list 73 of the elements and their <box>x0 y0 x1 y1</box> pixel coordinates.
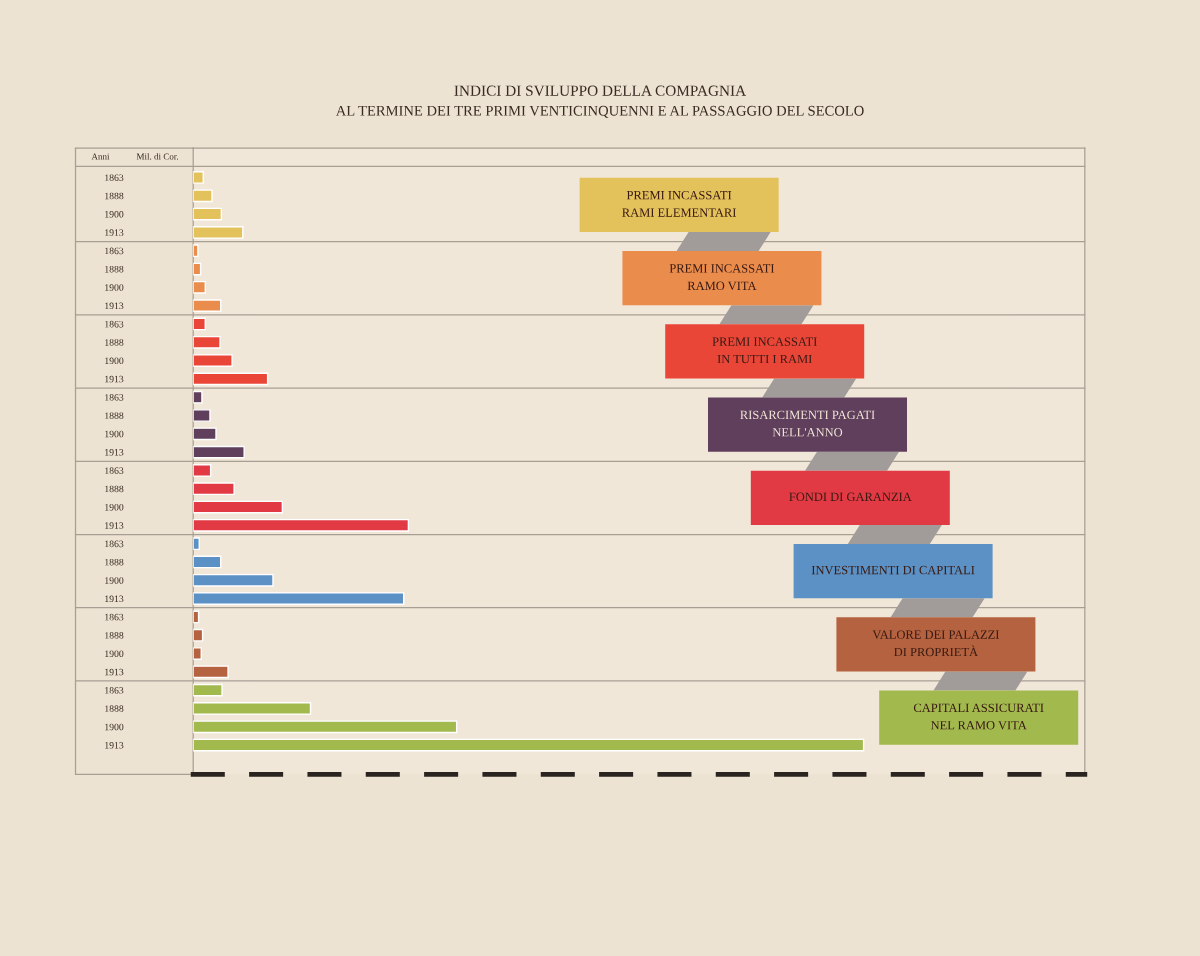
bar <box>193 647 202 660</box>
text: PREMI INCASSATI RAMO VITA <box>669 264 775 291</box>
bar <box>193 537 200 551</box>
text: RISARCIMENTI PAGATI NELL'ANNO <box>740 410 875 437</box>
bar <box>193 500 284 514</box>
y-tick-label: 1913 <box>105 302 124 310</box>
y-tick-label: 1900 <box>105 650 124 657</box>
y-tick-label: 1913 <box>105 229 124 236</box>
bar <box>193 738 865 752</box>
y-tick-label: 1913 <box>105 595 124 603</box>
y-tick-label: 1913 <box>105 522 124 529</box>
y-tick-label: 1900 <box>105 211 124 218</box>
chart-title: INDICI DI SVILUPPO DELLA COMPAGNIA <box>454 85 747 96</box>
y-tick-label: 1900 <box>105 430 124 438</box>
bar <box>193 171 204 184</box>
y-tick-label: 1900 <box>105 723 124 731</box>
chart-subtitle: AL TERMINE DEI TRE PRIMI VENTICINQUENNI E AL PASSAGGIO DEL SECOLO <box>335 105 864 118</box>
y-tick-label: 1888 <box>105 339 124 346</box>
bar <box>193 427 217 441</box>
bar <box>193 189 213 203</box>
y-tick-label: 1913 <box>105 668 124 676</box>
text: FONDI DI GARANZIA <box>789 492 912 502</box>
bar <box>193 702 312 715</box>
y-tick-label: 1913 <box>105 742 124 749</box>
text: VALORE DEI PALAZZI DI PROPRIETÀ <box>872 630 1000 657</box>
bar <box>193 280 206 294</box>
bar <box>193 335 221 349</box>
text: CAPITALI ASSICURATI NEL RAMO VITA <box>913 703 1044 730</box>
bar <box>193 390 203 404</box>
y-tick-label: 1900 <box>105 357 124 365</box>
y-tick-label: 1888 <box>105 265 124 273</box>
y-tick-label: 1888 <box>105 558 124 566</box>
y-tick-label: 1863 <box>105 687 124 694</box>
text: INVESTIMENTI DI CAPITALI <box>811 565 975 575</box>
y-tick-label: 1900 <box>105 503 124 511</box>
bar <box>193 720 458 734</box>
y-tick-label: 1913 <box>105 375 124 383</box>
y-tick-label: 1900 <box>105 284 124 291</box>
y-tick-label: 1863 <box>105 613 124 621</box>
y-tick-label: 1863 <box>105 174 124 181</box>
y-tick-label: 1888 <box>105 485 124 493</box>
y-tick-label: 1900 <box>105 577 124 584</box>
bar <box>193 555 222 569</box>
bar <box>193 299 222 313</box>
y-axis-title: Anni <box>91 153 110 160</box>
bar <box>193 409 211 422</box>
bar <box>193 573 274 587</box>
bar <box>193 207 223 221</box>
bar <box>193 372 269 386</box>
bar <box>193 445 245 459</box>
y-tick-label: 1913 <box>105 449 124 456</box>
y-tick-label: 1863 <box>105 320 124 328</box>
text: PREMI INCASSATI IN TUTTI I RAMI <box>712 337 817 364</box>
bar <box>193 226 244 239</box>
bar <box>193 518 410 532</box>
y-tick-label: 1863 <box>105 540 124 548</box>
text: Mil. di Cor. <box>136 153 179 160</box>
bar <box>193 354 233 367</box>
y-tick-label: 1888 <box>105 192 124 200</box>
y-tick-label: 1888 <box>105 705 124 712</box>
bar <box>193 464 212 477</box>
bar <box>193 244 199 258</box>
y-tick-label: 1888 <box>105 632 124 639</box>
bar <box>193 592 405 605</box>
bar <box>193 628 204 642</box>
bar <box>193 482 235 496</box>
bar <box>193 665 229 679</box>
y-tick-label: 1863 <box>105 247 124 255</box>
y-tick-label: 1863 <box>105 394 124 401</box>
y-tick-label: 1888 <box>105 412 124 419</box>
bar <box>193 683 223 697</box>
text: PREMI INCASSATI RAMI ELEMENTARI <box>622 190 736 217</box>
y-tick-label: 1863 <box>105 467 124 474</box>
